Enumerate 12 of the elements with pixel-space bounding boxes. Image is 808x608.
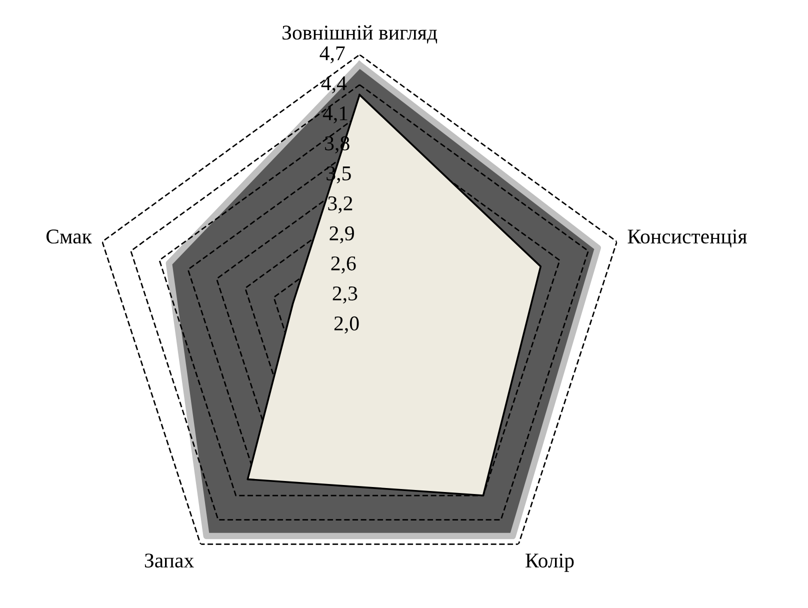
y-tick-label: 4,7 xyxy=(320,46,345,64)
y-tick-label: 2,6 xyxy=(331,256,356,274)
y-tick-label: 4,1 xyxy=(322,106,348,124)
spoke-label: Консистенція xyxy=(628,230,747,248)
spoke-label: Смак xyxy=(46,230,92,244)
y-tick-label: 2,9 xyxy=(330,226,354,244)
spoke-label: Зовнішній вигляд xyxy=(282,25,438,44)
y-tick-label: 2,0 xyxy=(334,316,359,334)
y-tick-label: 2,3 xyxy=(332,286,358,304)
spoke-label: Колір xyxy=(526,554,574,572)
y-tick-label: 3,2 xyxy=(328,196,352,214)
spoke-label: Запах xyxy=(144,554,194,568)
